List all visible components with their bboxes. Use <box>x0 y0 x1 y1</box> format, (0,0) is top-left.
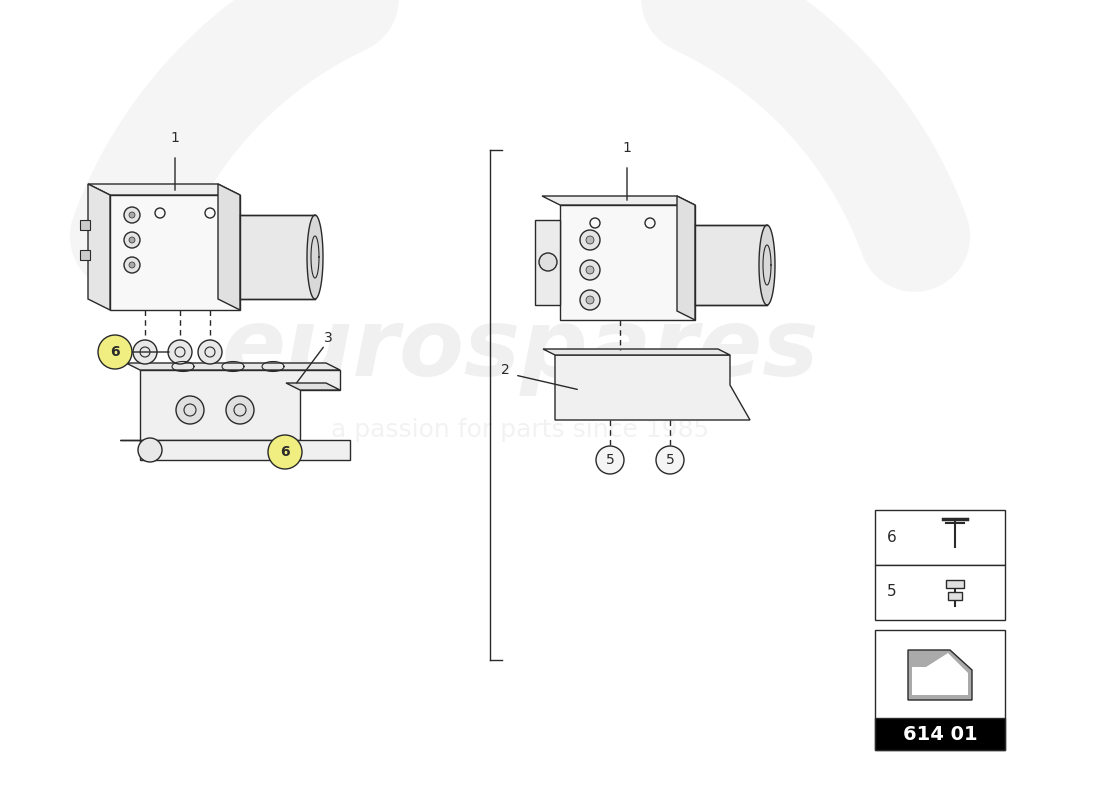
Bar <box>874 630 1005 750</box>
Circle shape <box>138 438 162 462</box>
Text: 3: 3 <box>323 331 332 345</box>
Polygon shape <box>110 195 240 310</box>
Circle shape <box>129 237 135 243</box>
Polygon shape <box>240 215 315 299</box>
Circle shape <box>176 396 204 424</box>
Polygon shape <box>676 196 695 320</box>
Polygon shape <box>140 370 340 440</box>
Bar <box>946 580 964 588</box>
Bar <box>874 718 1005 750</box>
Polygon shape <box>912 653 968 695</box>
Polygon shape <box>759 225 775 305</box>
Circle shape <box>226 396 254 424</box>
Circle shape <box>539 253 557 271</box>
Circle shape <box>168 340 192 364</box>
Polygon shape <box>218 184 240 310</box>
Bar <box>948 592 962 600</box>
Text: 1: 1 <box>170 131 179 145</box>
Text: 6: 6 <box>110 345 120 359</box>
Text: a passion for parts since 1985: a passion for parts since 1985 <box>331 418 710 442</box>
Bar <box>874 510 1005 565</box>
Text: 1: 1 <box>623 141 631 155</box>
Polygon shape <box>560 205 695 320</box>
Circle shape <box>586 296 594 304</box>
Polygon shape <box>542 196 695 205</box>
Polygon shape <box>88 184 240 195</box>
Circle shape <box>124 232 140 248</box>
Polygon shape <box>307 215 323 299</box>
Text: 4: 4 <box>106 338 114 352</box>
Circle shape <box>129 262 135 268</box>
Bar <box>80 250 90 260</box>
Polygon shape <box>556 355 750 420</box>
Text: 5: 5 <box>666 453 674 467</box>
Circle shape <box>580 230 600 250</box>
Bar <box>80 220 90 230</box>
Circle shape <box>586 236 594 244</box>
Polygon shape <box>535 220 560 305</box>
Text: 6: 6 <box>887 530 896 545</box>
Bar <box>874 565 1005 620</box>
Circle shape <box>268 435 302 469</box>
Polygon shape <box>908 650 972 700</box>
Polygon shape <box>286 383 340 390</box>
Circle shape <box>596 446 624 474</box>
Circle shape <box>98 335 132 369</box>
Circle shape <box>580 260 600 280</box>
Circle shape <box>133 340 157 364</box>
Text: 614 01: 614 01 <box>903 725 977 743</box>
Polygon shape <box>120 440 350 460</box>
Circle shape <box>656 446 684 474</box>
Text: eurospares: eurospares <box>221 304 818 396</box>
Polygon shape <box>543 349 730 355</box>
Circle shape <box>586 266 594 274</box>
Polygon shape <box>88 184 110 310</box>
Text: 5: 5 <box>606 453 615 467</box>
Text: 2: 2 <box>500 363 509 377</box>
Circle shape <box>198 340 222 364</box>
Text: 5: 5 <box>887 585 896 599</box>
Circle shape <box>124 257 140 273</box>
Circle shape <box>124 207 140 223</box>
Text: 6: 6 <box>280 445 289 459</box>
Circle shape <box>129 212 135 218</box>
Circle shape <box>580 290 600 310</box>
Polygon shape <box>695 225 767 305</box>
Polygon shape <box>126 363 340 370</box>
